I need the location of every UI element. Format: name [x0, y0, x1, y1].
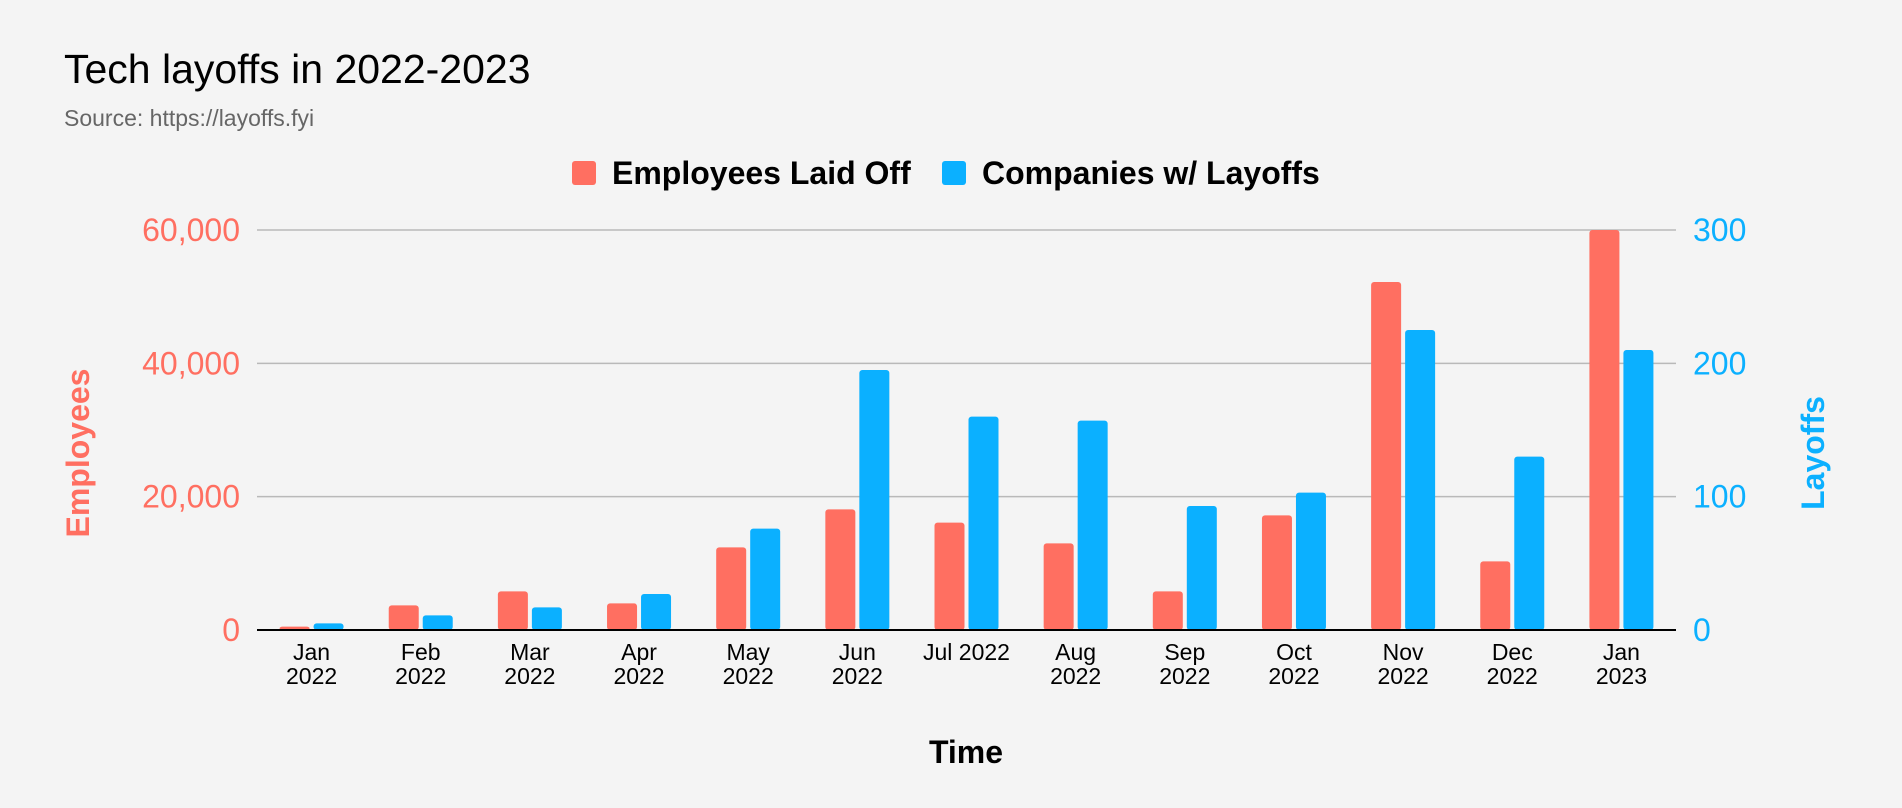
bar-companies-with-layoffs [968, 416, 999, 630]
bar-companies-with-layoffs [1623, 350, 1654, 630]
y-tick-label-left: 40,000 [142, 345, 240, 381]
y-tick-label-left: 20,000 [142, 479, 240, 515]
x-tick-label: Nov [1383, 639, 1424, 665]
x-tick-label: 2022 [832, 663, 883, 689]
x-tick-label: Jan [293, 639, 330, 665]
x-tick-label: 2022 [1050, 663, 1101, 689]
x-tick-label: 2022 [723, 663, 774, 689]
chart-title: Tech layoffs in 2022-2023 [64, 46, 531, 92]
x-tick-label: 2022 [1268, 663, 1319, 689]
chart-subtitle: Source: https://layoffs.fyi [64, 105, 315, 131]
x-tick-label: Feb [401, 639, 441, 665]
legend-label-employees: Employees Laid Off [612, 155, 911, 191]
bar-employees-laid-off [716, 547, 747, 630]
x-tick-label: 2022 [504, 663, 555, 689]
bar-employees-laid-off [1589, 230, 1620, 630]
bar-employees-laid-off [1043, 543, 1074, 630]
bar-employees-laid-off [497, 591, 528, 630]
x-tick-label: Jan [1603, 639, 1640, 665]
x-tick-label: 2022 [1487, 663, 1538, 689]
legend-label-companies: Companies w/ Layoffs [982, 155, 1320, 191]
x-tick-label: Dec [1492, 639, 1533, 665]
x-tick-label: 2022 [613, 663, 664, 689]
y-tick-label-left: 0 [222, 612, 240, 648]
bar-companies-with-layoffs [1186, 506, 1217, 630]
y-tick-label-right: 0 [1693, 612, 1711, 648]
legend-swatch-companies [942, 161, 966, 185]
legend-swatch-employees [572, 161, 596, 185]
bar-companies-with-layoffs [531, 607, 562, 630]
x-tick-label: Mar [510, 639, 550, 665]
y-tick-label-right: 100 [1693, 479, 1746, 515]
x-axis-title: Time [929, 734, 1003, 770]
bar-employees-laid-off [934, 522, 965, 630]
bar-companies-with-layoffs [313, 623, 344, 630]
bar-employees-laid-off [388, 605, 419, 630]
bar-companies-with-layoffs [1295, 492, 1326, 630]
bar-companies-with-layoffs [859, 370, 890, 630]
y-axis-title-right: Layoffs [1795, 396, 1831, 510]
bar-employees-laid-off [825, 509, 856, 630]
bar-companies-with-layoffs [1514, 456, 1545, 630]
bar-employees-laid-off [1480, 561, 1511, 630]
bar-companies-with-layoffs [641, 594, 672, 630]
x-tick-label: 2022 [1378, 663, 1429, 689]
bar-companies-with-layoffs [750, 528, 781, 630]
bar-companies-with-layoffs [1405, 330, 1436, 630]
y-tick-label-left: 60,000 [142, 212, 240, 248]
bar-companies-with-layoffs [1077, 420, 1108, 630]
x-tick-label: May [726, 639, 770, 665]
bar-companies-with-layoffs [422, 615, 453, 630]
x-tick-label: 2023 [1596, 663, 1647, 689]
x-tick-label: 2022 [395, 663, 446, 689]
x-tick-label: Sep [1164, 639, 1205, 665]
x-tick-label: Jul 2022 [923, 639, 1010, 665]
y-axis-title-left: Employees [60, 369, 96, 538]
x-tick-label: 2022 [1159, 663, 1210, 689]
x-tick-label: Jun [839, 639, 876, 665]
x-tick-label: 2022 [286, 663, 337, 689]
bar-employees-laid-off [1261, 515, 1292, 630]
bar-employees-laid-off [1371, 282, 1402, 630]
bar-employees-laid-off [607, 603, 638, 630]
bar-employees-laid-off [1152, 591, 1183, 630]
y-tick-label-right: 200 [1693, 345, 1746, 381]
x-tick-label: Apr [621, 639, 657, 665]
x-tick-label: Oct [1276, 639, 1312, 665]
y-tick-label-right: 300 [1693, 212, 1746, 248]
x-tick-label: Aug [1055, 639, 1096, 665]
